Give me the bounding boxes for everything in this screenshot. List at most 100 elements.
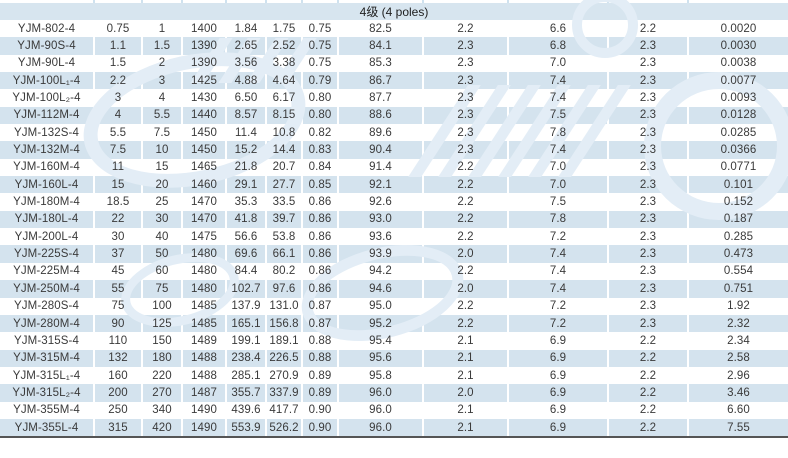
value-cell-col11: 0.0093 bbox=[689, 89, 788, 106]
value-text: 0.88 bbox=[308, 352, 332, 365]
value-text: 131.0 bbox=[269, 300, 299, 313]
value-text: 1.1 bbox=[109, 40, 127, 53]
value-cell-col2: 5.5 bbox=[143, 106, 183, 125]
table-row: YJM-315S-4 110 150 1489 199.1 189.1 0.88 95.4 2.… bbox=[0, 332, 788, 350]
value-cell-col5: 97.6 bbox=[267, 280, 303, 298]
value-cell-col6: 0.83 bbox=[303, 141, 339, 159]
value-text: 86.7 bbox=[369, 74, 392, 87]
value-text: 2.2 bbox=[639, 22, 657, 35]
value-cell-col2: 30 bbox=[143, 210, 183, 229]
value-text: 85.3 bbox=[369, 57, 392, 70]
value-text: 69.6 bbox=[234, 248, 258, 261]
value-cell-col8: 2.1 bbox=[424, 349, 509, 367]
value-text: 2.3 bbox=[639, 74, 657, 87]
value-text: 45 bbox=[111, 265, 125, 278]
value-cell-col10: 2.3 bbox=[609, 141, 689, 159]
motor-spec-table: 4级 (4 poles) YJM-802-4 0.75 1 1400 1.84 1.75 0… bbox=[0, 0, 788, 439]
table-row: YJM-90L-4 1.5 2 1390 3.56 3.38 0.75 85.3 2.3 7.0 2… bbox=[0, 54, 788, 73]
value-cell-col3: 1488 bbox=[183, 349, 227, 367]
model-text: YJM-280S-4 bbox=[14, 300, 79, 313]
value-cell-col4: 355.7 bbox=[227, 384, 267, 402]
value-text: 40 bbox=[155, 230, 169, 243]
value-text: 0.0366 bbox=[720, 144, 757, 157]
value-cell-col4: 137.9 bbox=[227, 297, 267, 315]
value-text: 4.64 bbox=[272, 74, 296, 87]
value-cell-col4: 4.88 bbox=[227, 72, 267, 90]
value-cell-col7: 90.4 bbox=[339, 141, 424, 159]
value-text: 1460 bbox=[191, 178, 217, 191]
value-cell-col5: 53.8 bbox=[267, 228, 303, 246]
table-row: YJM-225S-4 37 50 1480 69.6 66.1 0.86 93.9 2.0 7.4… bbox=[0, 245, 788, 263]
value-cell-col8: 2.2 bbox=[424, 158, 509, 177]
value-text: 2.3 bbox=[457, 40, 474, 53]
value-text: 3.38 bbox=[272, 57, 296, 70]
value-cell-col9: 7.2 bbox=[509, 314, 609, 333]
value-text: 95.0 bbox=[369, 300, 392, 313]
value-text: 270 bbox=[152, 386, 172, 399]
value-text: 0.86 bbox=[308, 196, 332, 209]
table-row: YJM-315L₁-4 160 220 1488 285.1 270.9 0.89 95.8 2… bbox=[0, 366, 788, 385]
value-cell-col5: 189.1 bbox=[267, 332, 303, 350]
value-text: 10.8 bbox=[272, 126, 296, 139]
value-text: 2.0 bbox=[457, 386, 474, 399]
value-cell-col7: 87.7 bbox=[339, 89, 424, 107]
value-cell-col5: 2.52 bbox=[267, 37, 303, 55]
value-text: 30 bbox=[111, 230, 125, 243]
value-text: 20 bbox=[155, 178, 169, 191]
value-text: 0.86 bbox=[308, 230, 332, 243]
value-cell-col8: 2.2 bbox=[424, 193, 509, 211]
value-text: 7.0 bbox=[549, 161, 567, 174]
value-text: 2 bbox=[158, 57, 166, 70]
value-cell-col7: 91.4 bbox=[339, 158, 424, 177]
value-text: 1480 bbox=[191, 282, 217, 295]
value-text: 39.7 bbox=[272, 213, 296, 226]
value-text: 0.0030 bbox=[720, 40, 757, 53]
value-text: 150 bbox=[152, 334, 172, 347]
value-cell-col11: 7.55 bbox=[689, 418, 788, 437]
value-cell-col7: 89.6 bbox=[339, 124, 424, 142]
value-cell-col4: 1.84 bbox=[227, 20, 267, 38]
value-text: 7.5 bbox=[549, 109, 567, 122]
value-text: 0.101 bbox=[723, 178, 754, 191]
value-cell-col9: 7.0 bbox=[509, 158, 609, 177]
table-row: YJM-132M-4 7.5 10 1450 15.2 14.4 0.83 90.4 2.3 7.… bbox=[0, 141, 788, 159]
value-text: 2.3 bbox=[639, 300, 657, 313]
value-cell-col3: 1489 bbox=[183, 332, 227, 350]
value-text: 4 bbox=[158, 92, 166, 105]
value-text: 95.6 bbox=[369, 352, 392, 365]
model-cell: YJM-200L-4 bbox=[0, 228, 95, 246]
value-text: 439.6 bbox=[231, 404, 261, 417]
value-text: 56.6 bbox=[234, 230, 258, 243]
model-text: YJM-200L-4 bbox=[14, 230, 79, 243]
value-cell-col3: 1390 bbox=[183, 37, 227, 55]
model-cell: YJM-180L-4 bbox=[0, 210, 95, 229]
model-cell: YJM-90S-4 bbox=[0, 37, 95, 55]
value-text: 238.4 bbox=[231, 352, 261, 365]
value-text: 2.2 bbox=[639, 404, 657, 417]
value-cell-col6: 0.89 bbox=[303, 384, 339, 402]
column-divider-tick bbox=[225, 0, 227, 3]
value-cell-col11: 0.0020 bbox=[689, 20, 788, 37]
value-text: 0.84 bbox=[308, 161, 332, 174]
value-text: 25 bbox=[155, 196, 169, 209]
value-cell-col10: 2.2 bbox=[609, 384, 689, 402]
value-text: 7.4 bbox=[549, 144, 567, 157]
value-cell-col4: 29.1 bbox=[227, 176, 267, 194]
value-cell-col10: 2.3 bbox=[609, 158, 689, 177]
value-cell-col4: 56.6 bbox=[227, 228, 267, 246]
value-cell-col5: 526.2 bbox=[267, 418, 303, 437]
value-text: 2.3 bbox=[457, 74, 474, 87]
value-cell-col1: 132 bbox=[95, 349, 143, 367]
value-text: 2.2 bbox=[457, 265, 474, 278]
value-cell-col10: 2.2 bbox=[609, 366, 689, 385]
value-cell-col11: 0.0366 bbox=[689, 141, 788, 159]
value-text: 2.2 bbox=[639, 334, 657, 347]
value-text: 0.80 bbox=[308, 92, 332, 105]
value-cell-col1: 1.1 bbox=[95, 37, 143, 55]
value-cell-col1: 1.5 bbox=[95, 54, 143, 73]
value-text: 53.8 bbox=[272, 230, 296, 243]
value-text: 0.87 bbox=[308, 317, 332, 330]
value-text: 96.0 bbox=[369, 404, 392, 417]
value-text: 11 bbox=[111, 161, 125, 174]
value-cell-col3: 1400 bbox=[183, 20, 227, 38]
